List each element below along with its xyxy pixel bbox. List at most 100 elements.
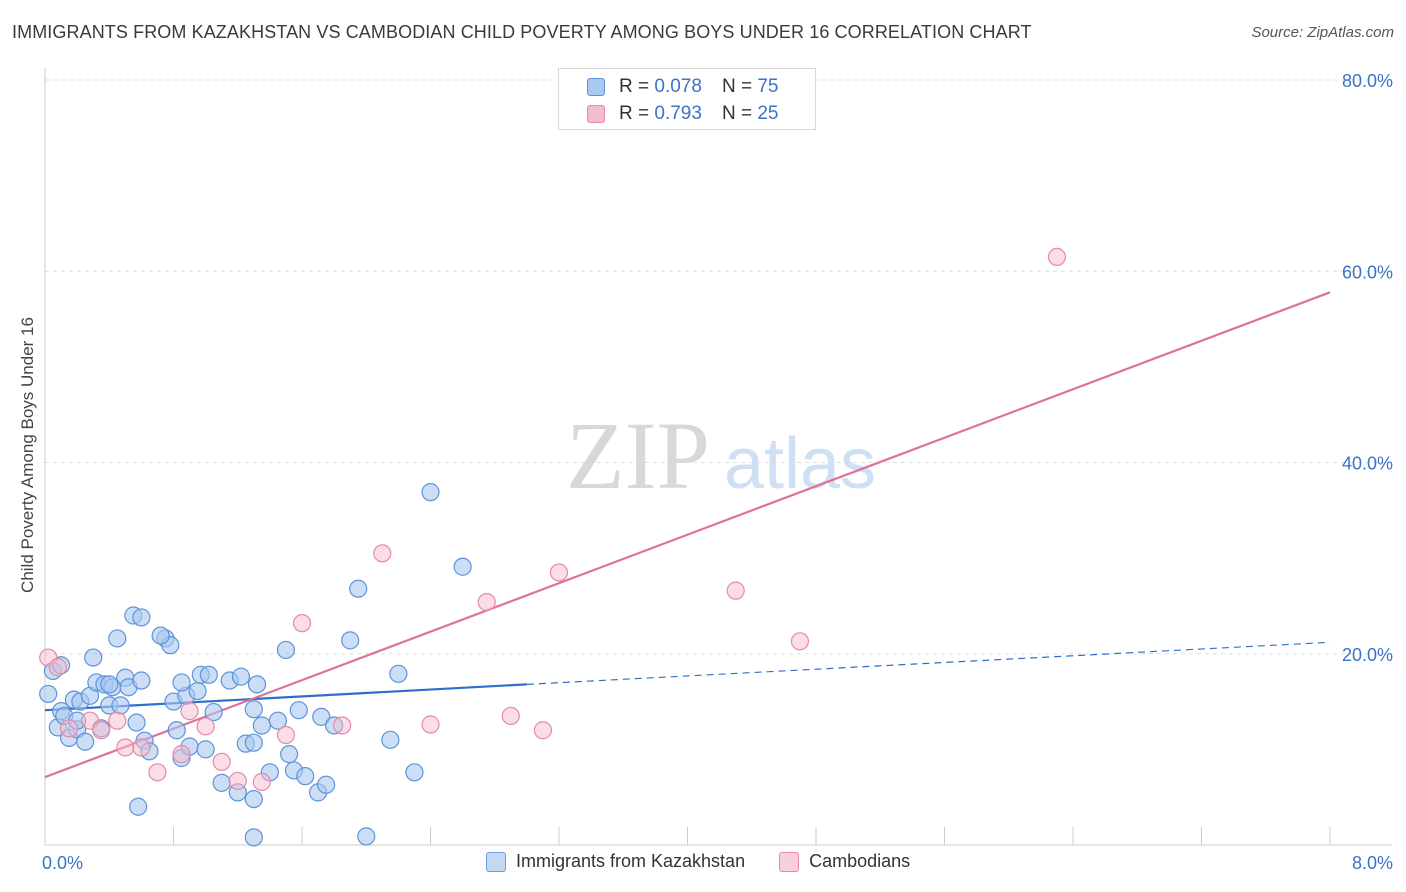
legend-r-label: R = xyxy=(619,103,650,124)
kazakhstan-point xyxy=(381,730,400,749)
kazakhstan-trend-extension xyxy=(526,641,1331,685)
cambodian-point xyxy=(373,544,392,563)
cambodian-point xyxy=(59,719,79,738)
cambodian-point xyxy=(196,717,215,736)
series-legend-cambodians[interactable]: Cambodians xyxy=(779,851,910,872)
source-label: Source: ZipAtlas.com xyxy=(1251,24,1394,41)
cambodian-point xyxy=(790,632,810,651)
kazakhstan-point xyxy=(289,701,308,720)
cambodian-point xyxy=(132,738,151,757)
x-tick-label: 8.0% xyxy=(1352,853,1393,873)
cambodian-point xyxy=(333,716,352,735)
cambodian-point xyxy=(252,772,271,791)
kazakhstan-point xyxy=(127,713,146,732)
cambodian-point xyxy=(48,658,67,677)
series-label-kazakhstan: Immigrants from Kazakhstan xyxy=(516,851,746,871)
y-tick-label: 60.0% xyxy=(1342,262,1393,282)
legend-row-cambodians: R = 0.793 N = 25 xyxy=(587,102,778,126)
cambodian-point xyxy=(477,593,496,612)
x-tick-label: 0.0% xyxy=(42,853,83,873)
series-label-cambodians: Cambodians xyxy=(809,851,911,871)
series-swatch-pink xyxy=(779,851,800,872)
axes xyxy=(44,68,1392,846)
kazakhstan-point xyxy=(132,608,151,627)
trend-lines xyxy=(44,291,1331,779)
legend-swatch-blue xyxy=(587,78,605,96)
legend-swatch-pink xyxy=(587,105,605,123)
kazakhstan-point xyxy=(151,626,170,645)
cambodian-point xyxy=(1047,247,1067,267)
legend-r-value: 0.078 xyxy=(654,76,702,97)
kazakhstan-point xyxy=(39,684,58,704)
y-tick-label: 40.0% xyxy=(1342,454,1393,474)
kazakhstan-point xyxy=(100,675,119,694)
kazakhstan-point xyxy=(111,696,130,715)
cambodian-point xyxy=(726,581,745,600)
kazakhstan-point xyxy=(244,733,263,752)
series-legend: Immigrants from Kazakhstan Cambodians xyxy=(486,851,944,872)
kazakhstan-point xyxy=(129,797,148,816)
y-tick-label: 20.0% xyxy=(1342,645,1393,665)
cambodian-point xyxy=(292,614,312,633)
kazakhstan-point xyxy=(405,763,424,782)
cambodian-point xyxy=(533,721,553,740)
legend-n-label: N = xyxy=(721,76,753,97)
kazakhstan-point xyxy=(280,745,299,764)
kazakhstan-point xyxy=(349,579,368,598)
kazakhstan-point xyxy=(167,721,186,740)
kazakhstan-point xyxy=(296,767,315,786)
cambodian-point xyxy=(501,706,520,726)
kazakhstan-point xyxy=(268,711,288,730)
cambodian-point xyxy=(421,715,440,734)
kazakhstan-point xyxy=(84,648,103,667)
kazakhstan-point xyxy=(199,665,218,684)
legend-n-value: 25 xyxy=(757,103,779,124)
cambodian-point xyxy=(116,738,135,757)
cambodian-point xyxy=(228,771,247,791)
legend-r-value: 0.793 xyxy=(654,103,702,124)
tick-labels: 20.0% 40.0% 60.0% 80.0% 0.0% 8.0% xyxy=(42,71,1393,873)
series-legend-kazakhstan[interactable]: Immigrants from Kazakhstan xyxy=(486,851,745,872)
cambodian-point xyxy=(172,745,191,764)
cambodian-points xyxy=(39,247,1067,791)
chart-title: IMMIGRANTS FROM KAZAKHSTAN VS CAMBODIAN … xyxy=(12,22,1032,42)
kazakhstan-point xyxy=(247,675,267,694)
kazakhstan-point xyxy=(172,673,191,692)
kazakhstan-point xyxy=(389,664,408,683)
kazakhstan-point xyxy=(231,667,251,686)
series-swatch-blue xyxy=(486,851,506,872)
watermark-atlas: atlas xyxy=(724,424,876,504)
kazakhstan-point xyxy=(132,671,151,690)
kazakhstan-point xyxy=(312,707,331,726)
cambodian-point xyxy=(180,702,199,721)
correlation-legend: R = 0.078 N = 75 R = 0.793 N = 25 xyxy=(558,68,816,130)
watermark-zip: ZIP xyxy=(566,402,710,509)
kazakhstan-point xyxy=(196,740,215,759)
kazakhstan-points xyxy=(39,483,472,847)
cambodian-point xyxy=(108,711,127,730)
kazakhstan-point xyxy=(108,629,127,648)
legend-row-kazakhstan: R = 0.078 N = 75 xyxy=(587,75,778,99)
kazakhstan-point xyxy=(244,828,263,847)
kazakhstan-point xyxy=(212,773,231,792)
gridlines xyxy=(45,79,1392,655)
kazakhstan-point xyxy=(276,640,296,660)
kazakhstan-point xyxy=(244,700,263,719)
cambodian-point xyxy=(92,721,111,740)
kazakhstan-point xyxy=(453,557,472,576)
kazakhstan-point xyxy=(357,827,376,846)
kazakhstan-point xyxy=(244,789,263,809)
cambodian-point xyxy=(549,563,569,582)
cambodian-point xyxy=(148,763,167,782)
legend-r-label: R = xyxy=(619,76,650,97)
kazakhstan-point xyxy=(252,716,271,735)
kazakhstan-point xyxy=(188,681,207,701)
watermark: ZIP atlas xyxy=(566,402,876,509)
kazakhstan-point xyxy=(341,631,360,650)
kazakhstan-point xyxy=(316,775,336,794)
cambodian-point xyxy=(276,725,296,745)
kazakhstan-point xyxy=(421,483,440,502)
y-tick-label: 80.0% xyxy=(1342,71,1393,91)
cambodian-trend-line xyxy=(44,291,1331,779)
